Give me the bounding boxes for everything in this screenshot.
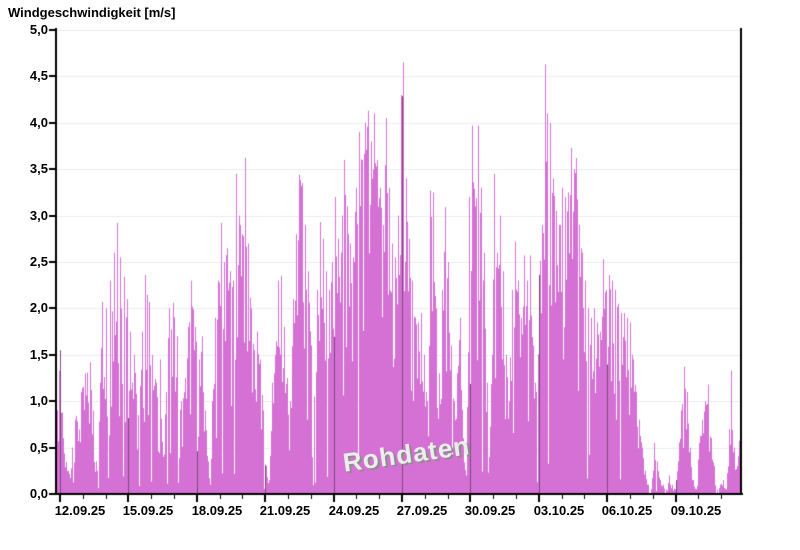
x-tick-label: 21.09.25 bbox=[259, 503, 311, 518]
y-tick-label: 4,0 bbox=[29, 115, 48, 130]
chart-title: Windgeschwindigkeit [m/s] bbox=[8, 5, 176, 20]
y-tick-label: 2,0 bbox=[29, 300, 48, 315]
y-tick-label: 5,0 bbox=[29, 22, 48, 37]
x-tick-label: 06.10.25 bbox=[601, 503, 653, 518]
x-tick-label: 15.09.25 bbox=[122, 503, 174, 518]
y-tick-label: 4,5 bbox=[29, 68, 48, 83]
y-tick-label: 3,0 bbox=[29, 208, 48, 223]
y-tick-label: 0,5 bbox=[29, 440, 48, 455]
x-tick-label: 09.10.25 bbox=[670, 503, 722, 518]
y-tick-label: 0,0 bbox=[29, 486, 48, 501]
x-tick-label: 30.09.25 bbox=[464, 503, 516, 518]
y-tick-label: 2,5 bbox=[29, 254, 48, 269]
x-tick-label: 24.09.25 bbox=[328, 503, 380, 518]
x-tick-label: 18.09.25 bbox=[191, 503, 243, 518]
x-tick-label: 27.09.25 bbox=[396, 503, 448, 518]
x-tick-label: 12.09.25 bbox=[54, 503, 106, 518]
x-tick-label: 03.10.25 bbox=[533, 503, 585, 518]
y-tick-label: 3,5 bbox=[29, 161, 48, 176]
y-tick-label: 1,5 bbox=[29, 347, 48, 362]
y-tick-label: 1,0 bbox=[29, 393, 48, 408]
